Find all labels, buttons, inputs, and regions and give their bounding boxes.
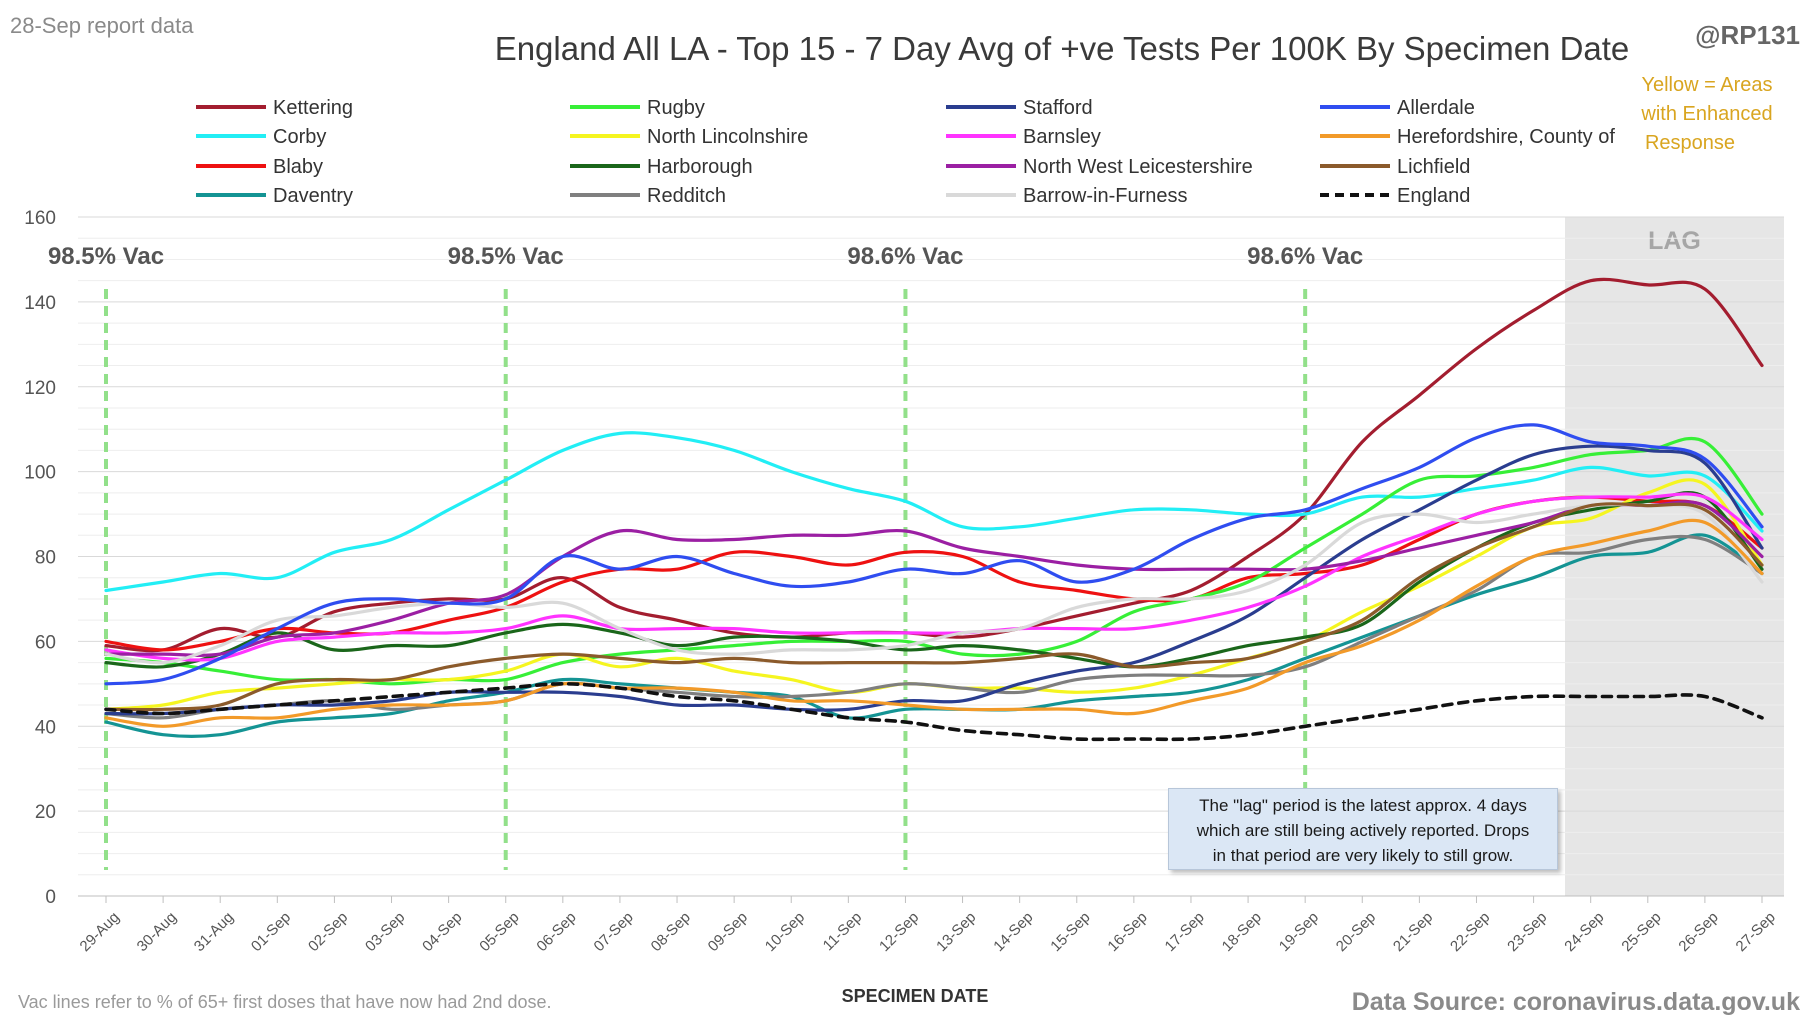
legend-label-blaby: Blaby <box>273 156 323 178</box>
lag-note-box: The "lag" period is the latest approx. 4… <box>1168 788 1558 870</box>
x-tick-label: 29-Aug <box>77 909 123 955</box>
yellow-note-line-2: with Enhanced <box>1640 103 1772 125</box>
series-line-england <box>104 682 1764 742</box>
x-tick-label: 08-Sep <box>648 909 694 955</box>
legend-label-barrow-in-furness: Barrow-in-Furness <box>1023 185 1187 207</box>
x-tick-label: 04-Sep <box>419 909 465 955</box>
legend: Kettering Corby Blaby Daventry Rugby North Li… <box>196 97 1615 207</box>
legend-label-corby: Corby <box>273 126 326 148</box>
legend-label-kettering: Kettering <box>273 97 353 119</box>
x-tick-label: 22-Sep <box>1447 909 1493 955</box>
y-tick-label: 140 <box>24 293 56 314</box>
legend-label-herefordshire-county-of: Herefordshire, County of <box>1397 126 1615 148</box>
x-axis-label: SPECIMEN DATE <box>842 986 989 1006</box>
x-tick-label: 24-Sep <box>1561 909 1607 955</box>
x-tick-label: 07-Sep <box>591 909 637 955</box>
lag-label: LAG <box>1648 227 1701 255</box>
y-tick-label: 100 <box>24 463 56 484</box>
series-line-allerdale <box>104 423 1764 686</box>
legend-label-harborough: Harborough <box>647 156 753 178</box>
x-tick-label: 23-Sep <box>1504 909 1550 955</box>
x-tick-label: 20-Sep <box>1333 909 1379 955</box>
legend-label-barnsley: Barnsley <box>1023 126 1101 148</box>
legend-label-england: England <box>1397 185 1470 207</box>
y-tick-label: 160 <box>24 208 56 229</box>
series-line-stafford <box>104 444 1764 716</box>
series-line-barnsley <box>104 492 1764 662</box>
series-line-lichfield <box>104 502 1764 712</box>
lag-note-line-1: The "lag" period is the latest approx. 4… <box>1199 796 1527 815</box>
x-tick-label: 10-Sep <box>762 909 808 955</box>
x-tick-label: 18-Sep <box>1219 909 1265 955</box>
chart-title: England All LA - Top 15 - 7 Day Avg of +… <box>495 30 1630 67</box>
vac-label: 98.6% Vac <box>1247 243 1363 270</box>
x-tick-label: 13-Sep <box>933 909 979 955</box>
handle: @RP131 <box>1695 20 1800 50</box>
x-tick-label: 26-Sep <box>1675 909 1721 955</box>
y-tick-label: 20 <box>35 802 56 823</box>
series-line-kettering <box>104 277 1764 653</box>
x-tick-label: 25-Sep <box>1618 909 1664 955</box>
legend-label-stafford: Stafford <box>1023 97 1093 119</box>
yellow-note-line-3: Response <box>1645 132 1735 154</box>
vac-footnote: Vac lines refer to % of 65+ first doses … <box>18 992 552 1012</box>
series-line-blaby <box>104 495 1764 652</box>
y-tick-label: 80 <box>35 548 56 569</box>
x-tick-label: 21-Sep <box>1390 909 1436 955</box>
lag-note-line-3: in that period are very likely to still … <box>1212 846 1514 865</box>
legend-label-redditch: Redditch <box>647 185 726 207</box>
legend-label-north-west-leicestershire: North West Leicestershire <box>1023 156 1253 178</box>
x-tick-label: 27-Sep <box>1733 909 1779 955</box>
y-tick-label: 120 <box>24 378 56 399</box>
lag-note-line-2: which are still being actively reported.… <box>1196 821 1530 840</box>
vac-label: 98.5% Vac <box>48 243 164 270</box>
series-line-rugby <box>104 436 1764 686</box>
legend-label-rugby: Rugby <box>647 97 705 119</box>
series-line-redditch <box>104 534 1764 720</box>
series-line-herefordshire-county-of <box>104 518 1764 728</box>
x-tick-label: 15-Sep <box>1047 909 1093 955</box>
x-tick-label: 31-Aug <box>191 909 237 955</box>
yellow-note-line-1: Yellow = Areas <box>1641 74 1772 96</box>
x-tick-label: 11-Sep <box>820 909 865 954</box>
report-date: 28-Sep report data <box>10 13 194 38</box>
x-tick-label: 06-Sep <box>533 909 579 955</box>
x-tick-label: 14-Sep <box>990 909 1036 955</box>
y-tick-label: 0 <box>45 887 56 908</box>
series-line-corby <box>104 431 1764 593</box>
series-line-barrow-in-furness <box>104 502 1764 665</box>
x-tick-label: 12-Sep <box>876 909 922 955</box>
data-source: Data Source: coronavirus.data.gov.uk <box>1352 988 1800 1016</box>
vac-label: 98.5% Vac <box>448 243 564 270</box>
x-tick-label: 30-Aug <box>134 909 180 955</box>
legend-label-north-lincolnshire: North Lincolnshire <box>647 126 808 148</box>
x-tick-label: 17-Sep <box>1162 909 1208 955</box>
legend-label-daventry: Daventry <box>273 185 353 207</box>
series-line-harborough <box>104 491 1764 669</box>
y-tick-label: 60 <box>35 632 56 653</box>
x-tick-label: 09-Sep <box>705 909 751 955</box>
x-tick-label: 03-Sep <box>362 909 408 955</box>
x-tick-label: 01-Sep <box>248 909 294 955</box>
series-line-north-west-leicestershire <box>104 500 1764 657</box>
y-tick-label: 40 <box>35 717 56 738</box>
vac-label: 98.6% Vac <box>847 243 963 270</box>
legend-label-lichfield: Lichfield <box>1397 156 1470 178</box>
x-tick-label: 05-Sep <box>476 909 522 955</box>
x-tick-label: 19-Sep <box>1276 909 1322 955</box>
legend-label-allerdale: Allerdale <box>1397 97 1475 119</box>
x-tick-label: 02-Sep <box>305 909 351 955</box>
series-lines <box>104 277 1764 742</box>
vac-lines: 98.5% Vac 98.5% Vac 98.6% Vac 98.6% Vac <box>48 243 1363 870</box>
x-tick-label: 16-Sep <box>1104 909 1150 955</box>
